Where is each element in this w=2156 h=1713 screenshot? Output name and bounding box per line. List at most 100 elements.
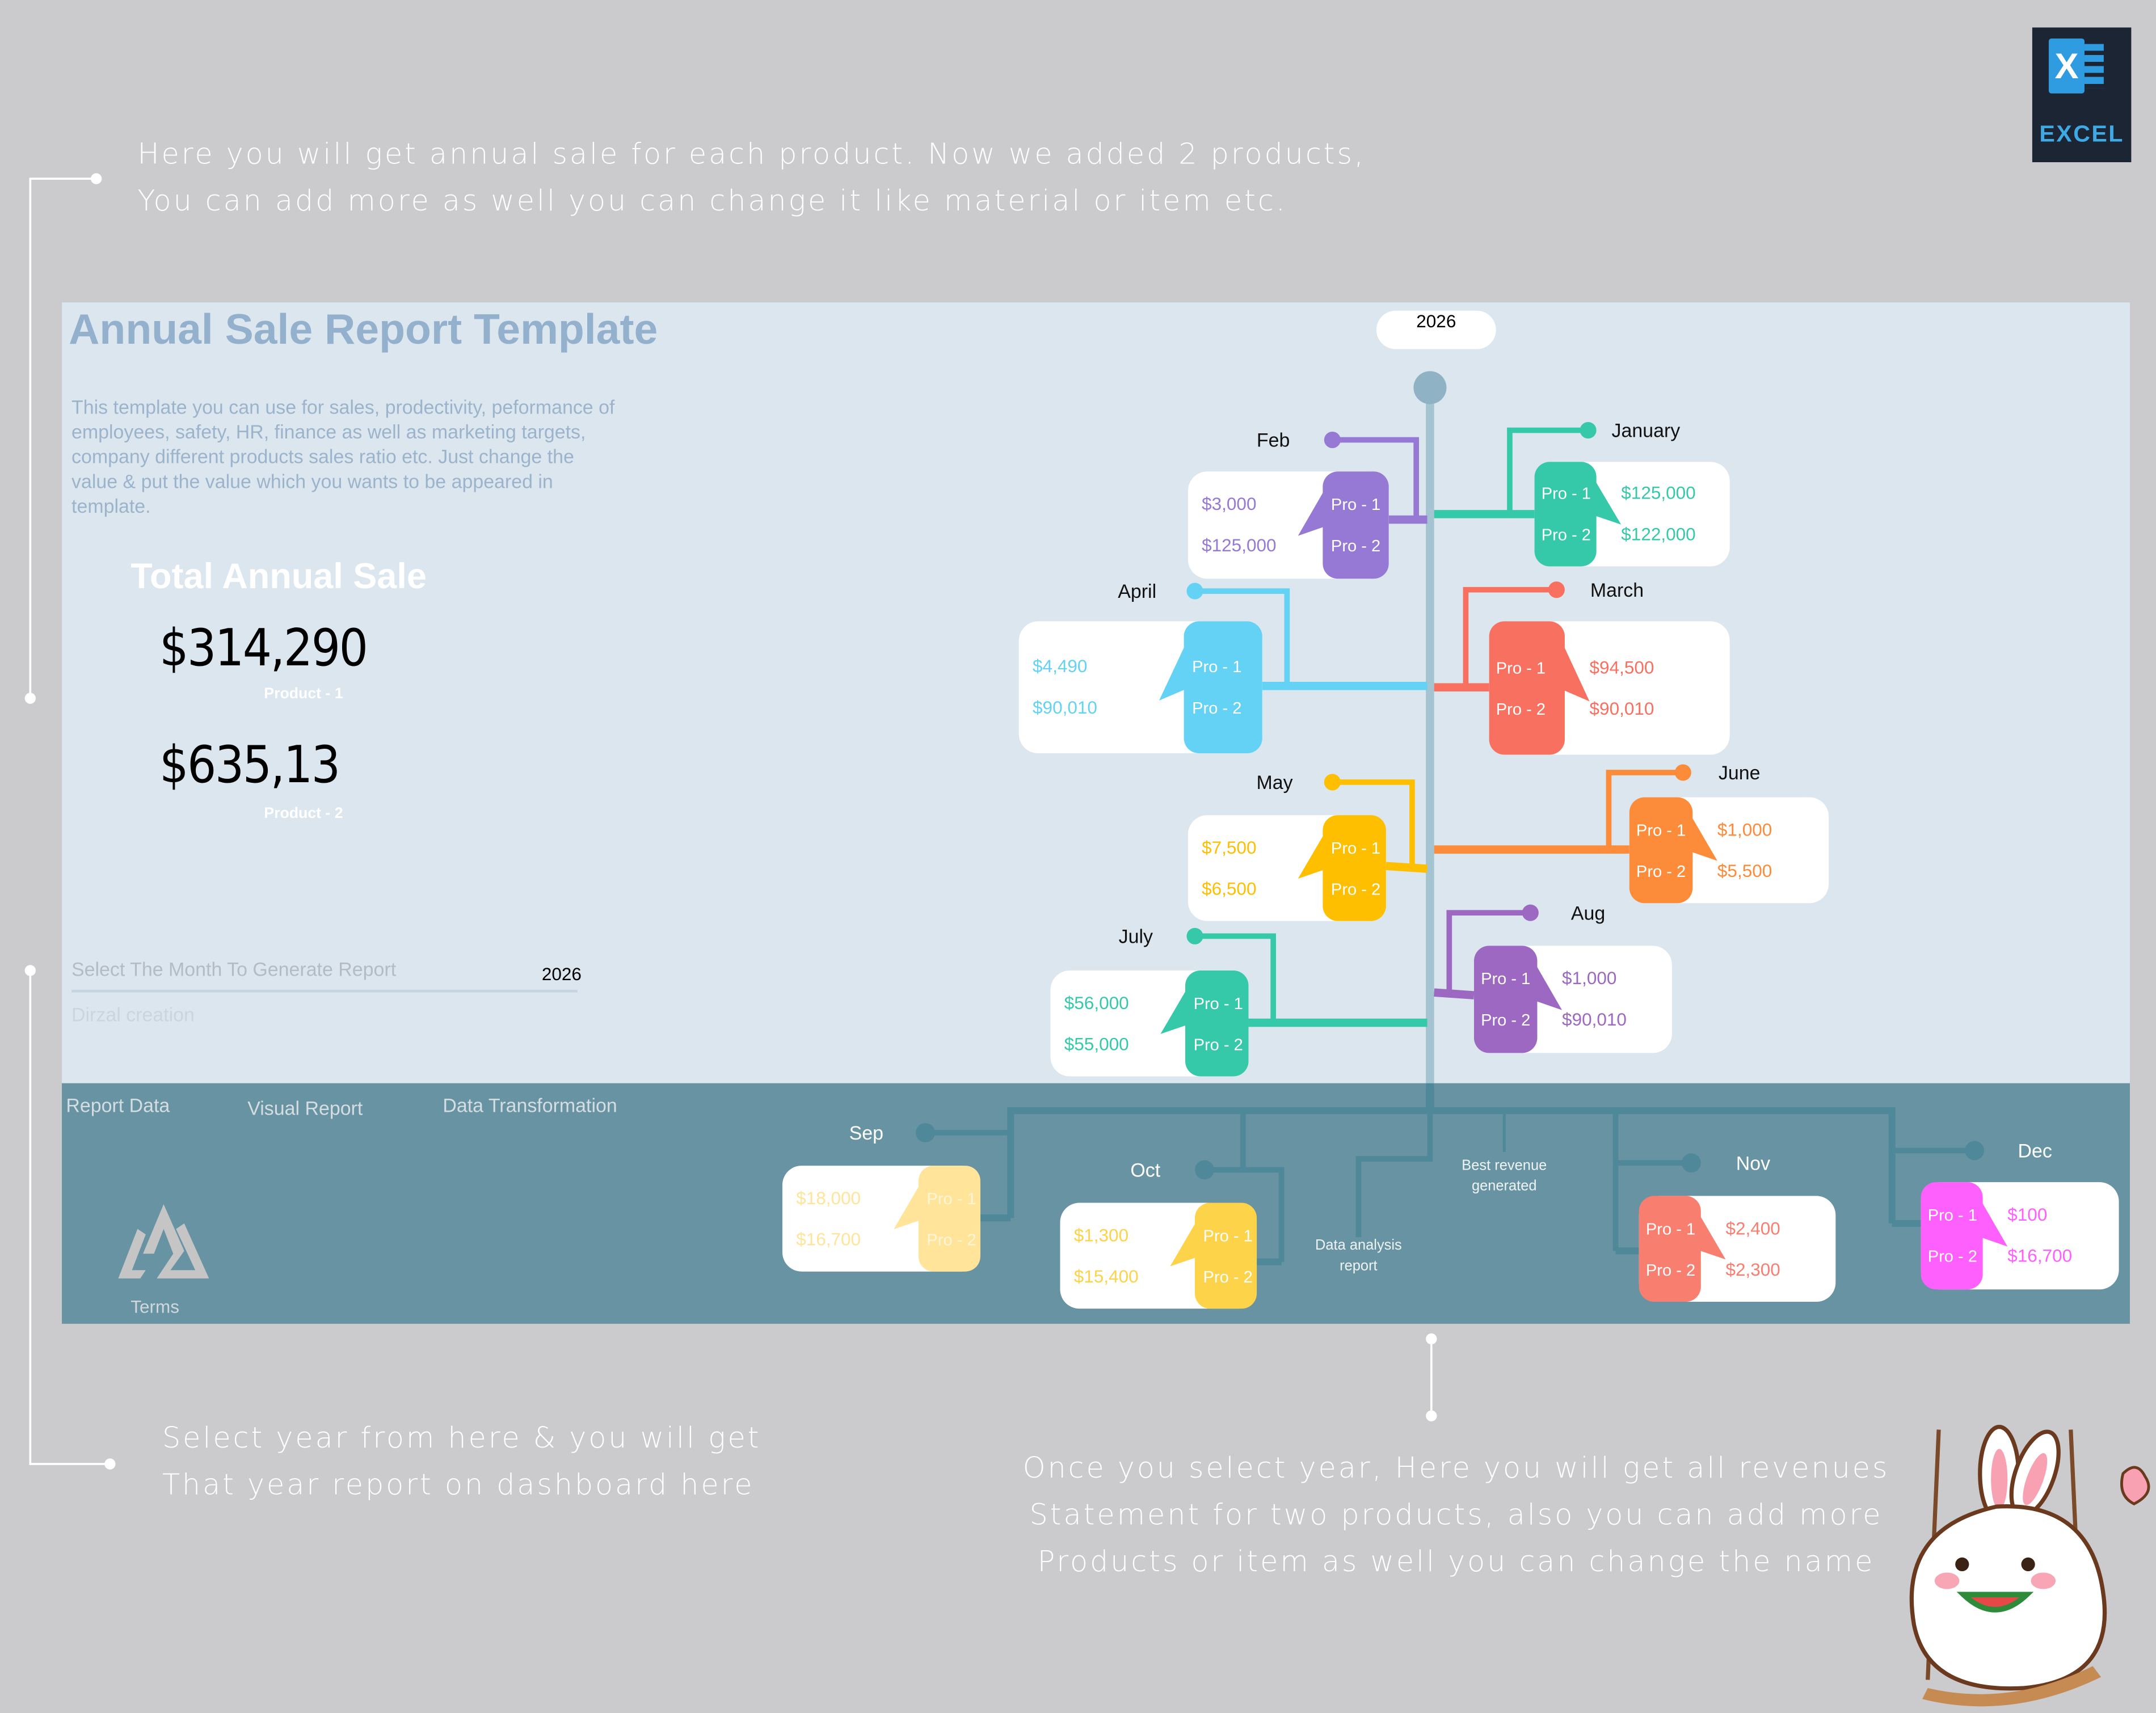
month-dot-july	[1186, 927, 1203, 944]
note-line: Best revenue	[1462, 1157, 1547, 1174]
month-dot-may	[1324, 774, 1341, 791]
excel-label: EXCEL	[2039, 121, 2124, 147]
product1-label: Product - 1	[264, 686, 343, 703]
product-1-label: Pro - 1	[1481, 969, 1531, 989]
month-dot-march	[1548, 581, 1565, 598]
month-dot-january	[1580, 422, 1597, 439]
month-card-nov[interactable]: Pro - 1 Pro - 2 $2,400 $2,300	[1639, 1196, 1836, 1302]
product-2-label: Pro - 2	[1481, 1010, 1531, 1030]
product-1-value: $1,000	[1562, 968, 1617, 989]
tab-data-transformation[interactable]: Data Transformation	[443, 1094, 617, 1116]
product-2-label: Pro - 2	[1330, 536, 1381, 556]
pointer-arrow-icon	[1298, 836, 1329, 879]
product-tab	[1194, 1203, 1257, 1309]
month-label: Oct	[1130, 1158, 1161, 1181]
month-label: Nov	[1736, 1151, 1771, 1174]
month-label: May	[1256, 771, 1293, 794]
month-card-april[interactable]: Pro - 1 Pro - 2 $4,490 $90,010	[1018, 621, 1262, 754]
product-1-label: Pro - 1	[927, 1188, 976, 1208]
product-1-value: $100	[2007, 1204, 2048, 1225]
annotation-line: Select year from here & you will get	[162, 1421, 761, 1455]
month-card-dec[interactable]: Pro - 1 Pro - 2 $100 $16,700	[1921, 1182, 2119, 1290]
product1-total: $314,290	[159, 618, 368, 678]
month-label: March	[1590, 579, 1644, 601]
annotation-line: Here you will get annual sale for each p…	[137, 137, 1366, 171]
month-card-january[interactable]: Pro - 1 Pro - 2 $125,000 $122,000	[1534, 462, 1730, 567]
product-2-label: Pro - 2	[1636, 861, 1686, 881]
footer-trunk-line	[1007, 1107, 1896, 1223]
product-1-label: Pro - 1	[1636, 820, 1686, 839]
company-logo-icon	[118, 1204, 209, 1279]
product2-total: $635,13	[159, 735, 340, 795]
connector-aug-stem	[1434, 988, 1475, 999]
product-1-value: $56,000	[1064, 991, 1129, 1012]
credit-text: Dirzal creation	[71, 1003, 195, 1026]
data-analysis-note: Data analysis report	[1315, 1236, 1402, 1277]
product-2-label: Pro - 2	[1927, 1247, 1977, 1267]
product-1-value: $18,000	[796, 1187, 861, 1208]
product-2-value: $2,300	[1725, 1258, 1780, 1280]
year-pill[interactable]: 2026	[1376, 310, 1496, 349]
connector-may	[1332, 779, 1415, 866]
month-card-july[interactable]: Pro - 1 Pro - 2 $56,000 $55,000	[1050, 970, 1249, 1077]
tab-visual-report[interactable]: Visual Report	[247, 1096, 363, 1119]
month-label: January	[1611, 419, 1681, 441]
product-2-value: $5,500	[1717, 859, 1772, 881]
product-1-label: Pro - 1	[1927, 1205, 1977, 1225]
product-tab	[1629, 797, 1693, 904]
month-card-sep[interactable]: Pro - 1 Pro - 2 $18,000 $16,700	[782, 1166, 980, 1272]
template-description: This template you can use for sales, pro…	[71, 395, 615, 517]
year-select-value[interactable]: 2026	[541, 963, 582, 985]
product-1-label: Pro - 1	[1192, 657, 1242, 677]
bottom-left-annotation: Select year from here & you will get Tha…	[162, 1415, 761, 1508]
pointer-arrow-icon	[1686, 818, 1717, 861]
annotation-line: Statement for two products, also you can…	[1029, 1498, 1883, 1531]
month-card-june[interactable]: Pro - 1 Pro - 2 $1,000 $5,500	[1629, 797, 1829, 904]
tab-report-data[interactable]: Report Data	[66, 1094, 170, 1116]
product-2-value: $16,700	[796, 1228, 861, 1249]
month-card-may[interactable]: Pro - 1 Pro - 2 $7,500 $6,500	[1188, 815, 1386, 921]
note-line: generated	[1471, 1178, 1537, 1195]
year-select-underline	[71, 989, 578, 993]
top-annotation: Here you will get annual sale for each p…	[137, 130, 1366, 224]
pointer-arrow-icon	[1590, 483, 1622, 525]
product-2-label: Pro - 2	[927, 1229, 976, 1249]
month-card-aug[interactable]: Pro - 1 Pro - 2 $1,000 $90,010	[1473, 946, 1672, 1053]
product-2-value: $90,010	[1562, 1009, 1627, 1030]
terms-link[interactable]: Terms	[130, 1296, 179, 1317]
product-1-label: Pro - 1	[1203, 1225, 1253, 1245]
best-revenue-note: Best revenue generated	[1462, 1156, 1547, 1197]
product-2-value: $16,700	[2007, 1245, 2073, 1267]
month-card-feb[interactable]: Pro - 1 Pro - 2 $3,000 $125,000	[1188, 471, 1389, 579]
month-label: Dec	[2018, 1140, 2052, 1162]
pointer-arrow-icon	[1559, 648, 1590, 702]
product-1-label: Pro - 1	[1330, 495, 1381, 514]
connector-march	[1463, 587, 1557, 687]
product-2-label: Pro - 2	[1496, 699, 1546, 719]
month-dot-aug	[1522, 904, 1539, 921]
bottom-right-annotation: Once you select year, Here you will get …	[1023, 1445, 1890, 1585]
sheet-lines-icon	[2084, 44, 2104, 88]
product-1-value: $94,500	[1589, 656, 1654, 677]
month-label: June	[1718, 761, 1761, 784]
product-tab	[1185, 970, 1249, 1077]
month-card-oct[interactable]: Pro - 1 Pro - 2 $1,300 $15,400	[1060, 1203, 1257, 1309]
product-tab	[1639, 1196, 1701, 1302]
month-dot-feb	[1324, 431, 1341, 449]
product-2-value: $125,000	[1202, 534, 1277, 556]
pointer-arrow-icon	[1694, 1217, 1726, 1260]
product-2-value: $6,500	[1202, 877, 1257, 898]
pointer-arrow-icon	[894, 1187, 925, 1230]
month-dot-april	[1186, 583, 1203, 600]
product-2-label: Pro - 2	[1645, 1260, 1696, 1280]
product-1-label: Pro - 1	[1496, 657, 1546, 677]
pointer-arrow-icon	[1531, 967, 1563, 1010]
month-card-march[interactable]: Pro - 1 Pro - 2 $94,500 $90,010	[1489, 621, 1730, 755]
product-2-value: $90,010	[1033, 697, 1097, 718]
connector-april	[1194, 588, 1290, 686]
product-1-label: Pro - 1	[1541, 484, 1591, 503]
month-label: April	[1118, 580, 1157, 602]
annotation-line: You can add more as well you can change …	[137, 184, 1287, 217]
excel-logo: X EXCEL	[2032, 27, 2132, 162]
